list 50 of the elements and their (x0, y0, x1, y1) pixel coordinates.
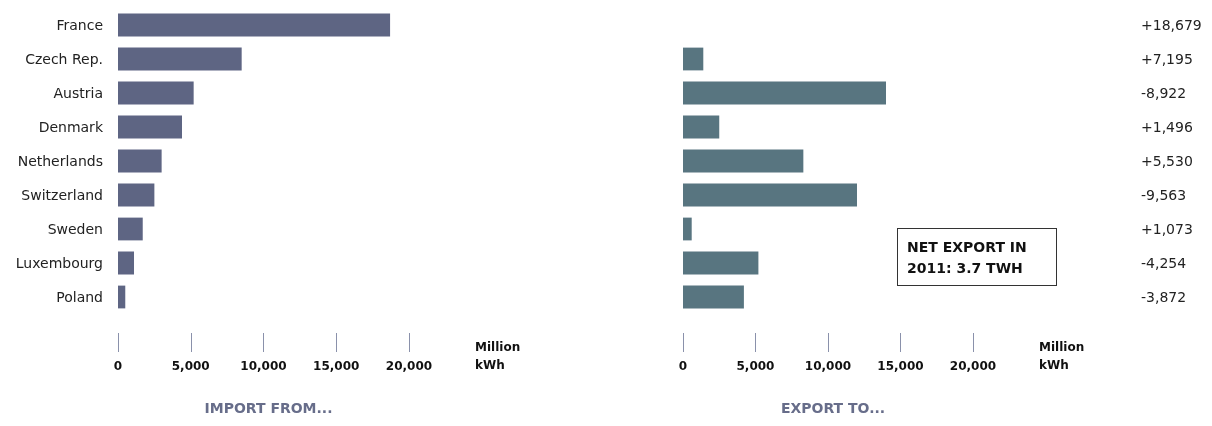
y-tick-label: France (56, 17, 103, 33)
y-tick-label: Austria (53, 85, 103, 101)
x-tick-label: 20,000 (949, 359, 997, 373)
bar (683, 285, 744, 309)
bar (683, 183, 857, 207)
bar (118, 251, 135, 275)
bar (683, 81, 886, 105)
x-tick-label: 15,000 (877, 359, 924, 373)
text: IMPORT FROM... (204, 400, 333, 416)
text: +5,530 (1141, 153, 1193, 169)
bar (683, 115, 720, 139)
bar (118, 217, 143, 241)
text: -4,254 (1141, 255, 1187, 271)
text: +1,496 (1141, 119, 1193, 135)
x-tick-label: 0 (113, 359, 123, 373)
y-tick-label: Netherlands (17, 153, 103, 169)
bar (683, 149, 804, 173)
bar (118, 115, 183, 139)
x-tick-label: 10,000 (804, 359, 852, 373)
bar (118, 81, 194, 105)
bar (118, 183, 155, 207)
y-tick-label: Czech Rep. (25, 51, 103, 67)
y-tick-label: Luxembourg (15, 255, 103, 271)
y-tick-label: Switzerland (21, 187, 103, 203)
y-tick-label: Sweden (47, 221, 103, 237)
text: EXPORT TO... (780, 400, 886, 416)
x-axis-title: Million kWh (1039, 340, 1085, 372)
text: -3,872 (1141, 289, 1187, 305)
text: +1,073 (1141, 221, 1193, 237)
x-tick-label: 5,000 (736, 359, 775, 373)
bar (118, 47, 242, 71)
text: +18,679 (1141, 17, 1202, 33)
text: -9,563 (1141, 187, 1187, 203)
x-axis-title: Million kWh (475, 340, 521, 372)
x-tick-label: 10,000 (240, 359, 287, 373)
x-tick-label: 20,000 (385, 359, 433, 373)
bar (118, 149, 162, 173)
text: +7,195 (1141, 51, 1193, 67)
y-tick-label: Denmark (38, 119, 104, 135)
bar (118, 285, 126, 309)
bar (683, 251, 759, 275)
y-tick-label: Poland (56, 289, 103, 305)
x-tick-label: 15,000 (313, 359, 360, 373)
x-tick-label: 5,000 (171, 359, 210, 373)
bar (118, 13, 391, 37)
x-tick-label: 0 (678, 359, 688, 373)
bar (683, 47, 704, 71)
text: -8,922 (1141, 85, 1187, 101)
annotation: NET EXPORT IN 2011: 3.7 TWH (907, 238, 1032, 276)
bar (683, 217, 692, 241)
